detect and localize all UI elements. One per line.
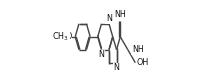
Text: OH: OH [137, 58, 149, 67]
Text: O: O [65, 32, 72, 41]
Text: N: N [106, 14, 112, 23]
Text: N: N [99, 50, 104, 59]
Text: NH: NH [114, 10, 126, 19]
Text: NH: NH [132, 45, 144, 54]
Text: CH$_3$: CH$_3$ [52, 31, 69, 43]
Text: N: N [114, 63, 119, 72]
